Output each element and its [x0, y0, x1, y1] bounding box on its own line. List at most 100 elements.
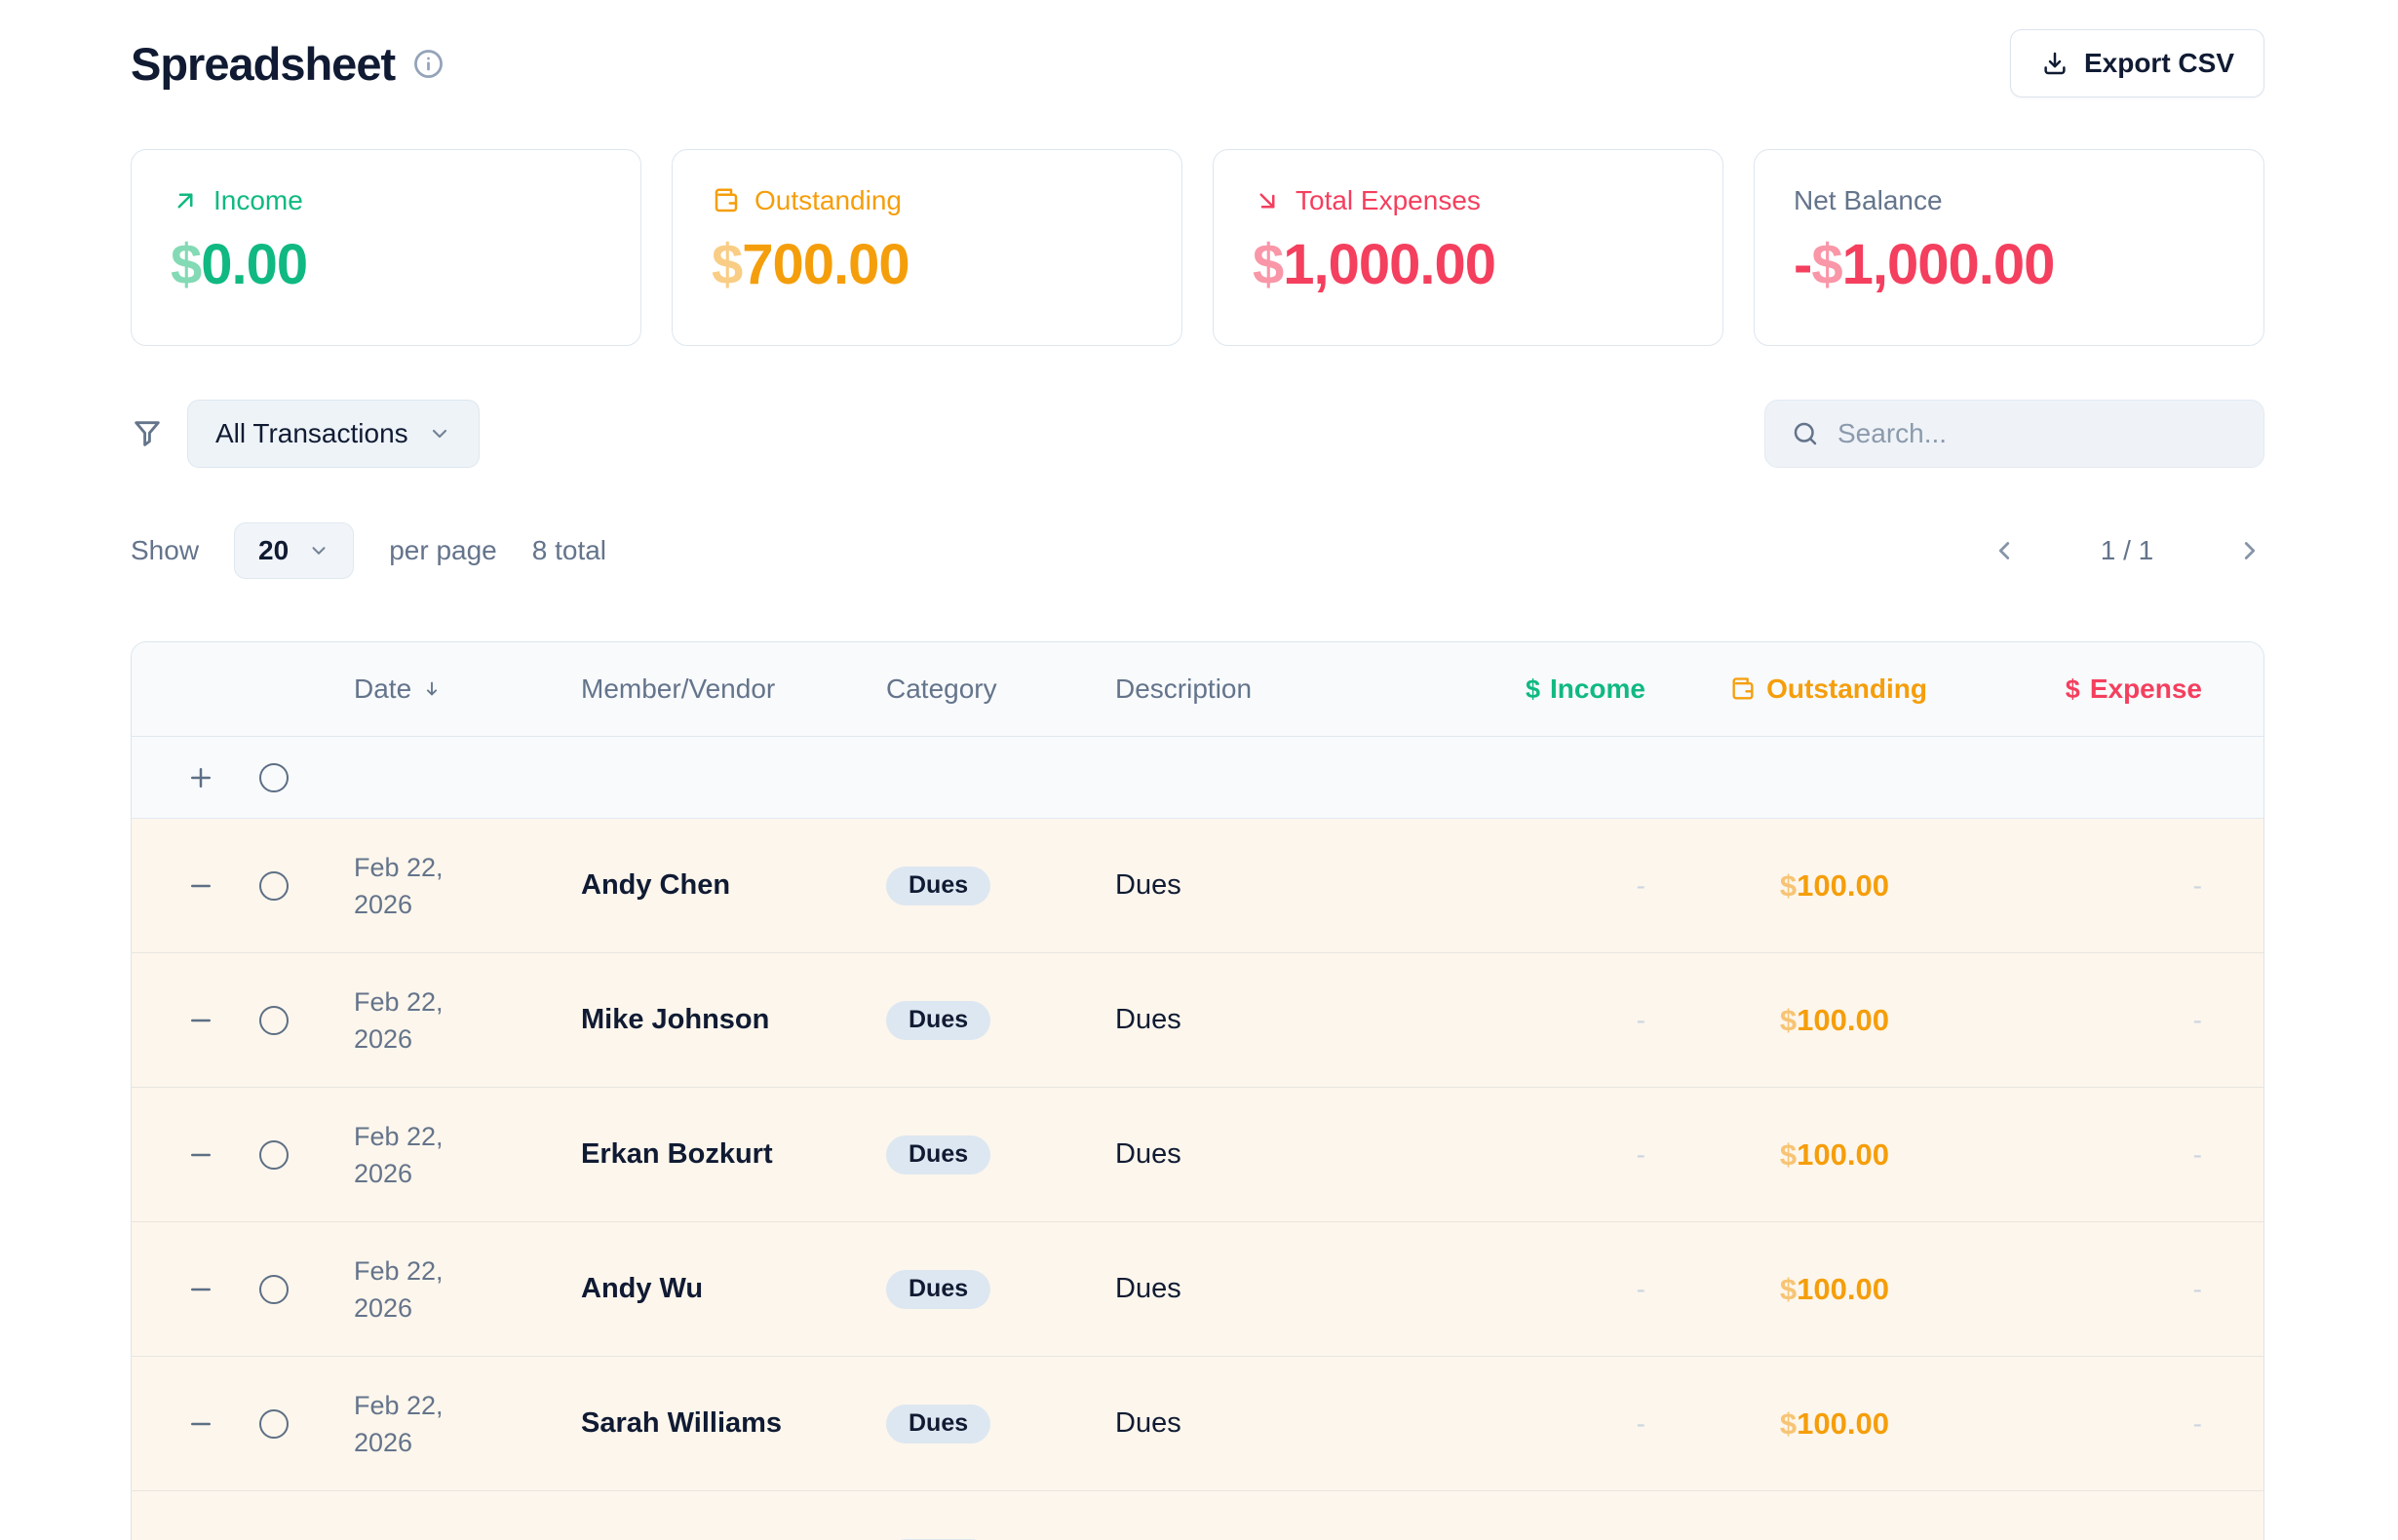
- member-vendor-cell[interactable]: Erkan Bozkurt: [581, 1138, 773, 1170]
- transaction-filter-value: All Transactions: [215, 418, 408, 448]
- table-body: Feb 22, 2026 Andy Chen Dues Dues - $100.0…: [132, 819, 2263, 1540]
- description-cell[interactable]: Dues: [1115, 1407, 1181, 1439]
- description-cell[interactable]: [1093, 1491, 1453, 1540]
- income-cell[interactable]: -: [1636, 869, 1645, 901]
- expense-cell[interactable]: -: [2192, 1273, 2202, 1304]
- export-csv-label: Export CSV: [2083, 48, 2234, 78]
- expense-cell[interactable]: -: [2192, 1407, 2202, 1439]
- description-column-header[interactable]: Description: [1115, 674, 1253, 704]
- collapse-row-button[interactable]: [184, 869, 217, 903]
- category-badge[interactable]: Dues: [886, 1135, 991, 1174]
- expense-cell[interactable]: [1941, 1491, 2263, 1540]
- income-cell[interactable]: -: [1636, 1004, 1645, 1035]
- table-row: Feb 22, 2026 Andy Wu Dues Dues - $100.00 …: [132, 1222, 2263, 1357]
- category-cell[interactable]: Dues: [859, 819, 1093, 952]
- member-vendor-cell[interactable]: Sarah Williams: [581, 1407, 783, 1439]
- date-cell[interactable]: Feb 22, 2026: [354, 852, 444, 919]
- member-vendor-cell[interactable]: Andy Wu: [581, 1273, 704, 1304]
- date-cell[interactable]: Feb 22, 2026: [354, 986, 444, 1054]
- minus-icon: [191, 1153, 211, 1156]
- table-header-row: Date Member/Vendor Category Description …: [132, 642, 2263, 737]
- category-cell[interactable]: Dues: [859, 1491, 1093, 1540]
- collapse-row-button[interactable]: [184, 1407, 217, 1441]
- collapse-row-button[interactable]: [184, 1273, 217, 1306]
- income-cell[interactable]: -: [1636, 1138, 1645, 1170]
- net-balance-card: Net Balance -$1,000.00: [1754, 149, 2264, 346]
- dollar-icon: $: [2065, 674, 2080, 704]
- collapse-row-button[interactable]: [184, 1004, 217, 1037]
- expense-cell[interactable]: -: [2192, 1004, 2202, 1035]
- expense-cell[interactable]: -: [2192, 869, 2202, 901]
- date-cell[interactable]: Feb 22, 2026: [354, 1390, 444, 1457]
- date-cell[interactable]: Feb 22, 2026: [354, 1255, 444, 1323]
- dollar-icon: $: [1525, 674, 1540, 704]
- search-box: [1764, 400, 2264, 468]
- wallet-icon: [715, 188, 738, 212]
- outstanding-card-label: Outstanding: [754, 185, 902, 215]
- category-badge[interactable]: Dues: [886, 1000, 991, 1040]
- row-select-radio[interactable]: [259, 870, 289, 901]
- outstanding-cell[interactable]: $100.00: [1779, 867, 1889, 903]
- summary-cards: Income $0.00 Outstanding $700.00 Total E…: [131, 149, 2264, 346]
- row-select-radio[interactable]: [259, 1408, 289, 1439]
- search-input[interactable]: [1837, 418, 2238, 449]
- transaction-filter-dropdown[interactable]: All Transactions: [187, 400, 480, 468]
- category-cell[interactable]: Dues: [859, 1357, 1093, 1490]
- date-cell[interactable]: Feb 22, 2026: [354, 1121, 444, 1188]
- net-balance-card-label: Net Balance: [1794, 185, 1943, 215]
- add-row: [132, 737, 2263, 819]
- member-column-header[interactable]: Member/Vendor: [581, 674, 776, 704]
- date-column-header[interactable]: Date: [313, 642, 547, 736]
- next-page-button[interactable]: [2235, 536, 2264, 565]
- outstanding-column-header[interactable]: Outstanding: [1658, 642, 1941, 736]
- category-cell[interactable]: Dues: [859, 953, 1093, 1087]
- row-select-radio[interactable]: [259, 1005, 289, 1035]
- income-column-header[interactable]: $ Income: [1525, 674, 1645, 704]
- outstanding-cell[interactable]: $100.00: [1779, 1002, 1889, 1037]
- description-cell[interactable]: Dues: [1115, 1004, 1181, 1035]
- table-row: Feb 22, 2026 Andy Chen Dues Dues - $100.0…: [132, 819, 2263, 953]
- category-column-header[interactable]: Category: [886, 674, 997, 704]
- export-csv-button[interactable]: Export CSV: [2009, 29, 2264, 97]
- member-vendor-cell[interactable]: [547, 1491, 859, 1540]
- category-cell[interactable]: Dues: [859, 1088, 1093, 1221]
- chevron-down-icon: [432, 429, 446, 439]
- per-page-label: per page: [389, 535, 497, 565]
- chevron-left-icon: [1998, 542, 2010, 559]
- outstanding-card: Outstanding $700.00: [672, 149, 1182, 346]
- category-badge[interactable]: Dues: [886, 1538, 991, 1540]
- table-row: Feb 22, Dues: [132, 1491, 2263, 1540]
- member-vendor-cell[interactable]: Andy Chen: [581, 869, 731, 901]
- category-badge[interactable]: Dues: [886, 1269, 991, 1309]
- date-cell[interactable]: Feb 22,: [313, 1491, 547, 1540]
- member-vendor-cell[interactable]: Mike Johnson: [581, 1004, 770, 1035]
- add-row-button[interactable]: [184, 761, 217, 794]
- description-cell[interactable]: Dues: [1115, 1138, 1181, 1170]
- category-badge[interactable]: Dues: [886, 866, 991, 905]
- outstanding-cell[interactable]: $100.00: [1779, 1405, 1889, 1441]
- info-icon[interactable]: [412, 48, 445, 80]
- category-badge[interactable]: Dues: [886, 1404, 991, 1444]
- outstanding-cell[interactable]: $100.00: [1779, 1271, 1889, 1306]
- income-cell[interactable]: -: [1636, 1407, 1645, 1439]
- income-cell[interactable]: -: [1636, 1273, 1645, 1304]
- outstanding-cell[interactable]: [1658, 1491, 1941, 1540]
- outstanding-cell[interactable]: $100.00: [1779, 1136, 1889, 1172]
- row-select-radio[interactable]: [259, 1139, 289, 1170]
- net-balance-card-value: -$1,000.00: [1794, 233, 2055, 296]
- total-expenses-card: Total Expenses $1,000.00: [1213, 149, 1723, 346]
- page-size-select[interactable]: 20: [234, 522, 355, 579]
- income-cell[interactable]: [1453, 1491, 1658, 1540]
- category-cell[interactable]: Dues: [859, 1222, 1093, 1356]
- chevron-right-icon: [2244, 542, 2256, 559]
- description-cell[interactable]: Dues: [1115, 1273, 1181, 1304]
- row-select-radio[interactable]: [259, 1274, 289, 1304]
- previous-page-button[interactable]: [1990, 536, 2019, 565]
- expense-column-header[interactable]: $ Expense: [2065, 674, 2202, 704]
- expense-cell[interactable]: -: [2192, 1138, 2202, 1170]
- collapse-row-button[interactable]: [184, 1138, 217, 1172]
- description-cell[interactable]: Dues: [1115, 869, 1181, 901]
- row-select-radio[interactable]: [259, 762, 289, 792]
- transactions-table: Date Member/Vendor Category Description …: [131, 641, 2264, 1540]
- filter-icon: [135, 421, 160, 446]
